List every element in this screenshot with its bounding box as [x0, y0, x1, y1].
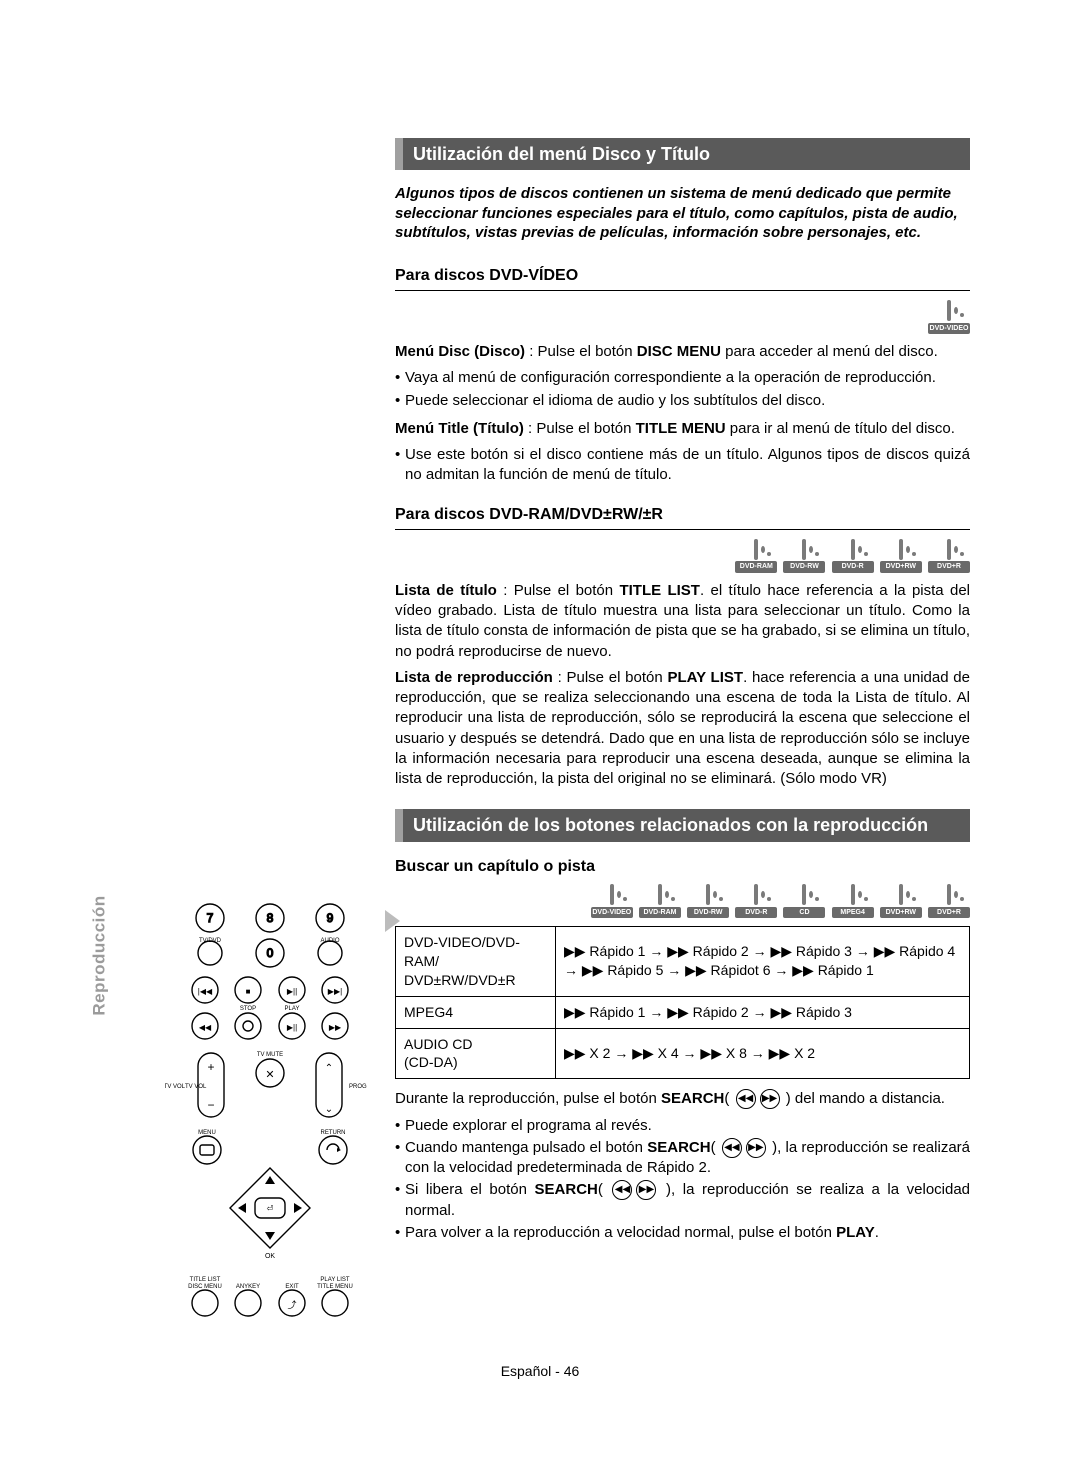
svg-text:▶▶: ▶▶: [329, 1023, 342, 1032]
svg-text:⏎: ⏎: [267, 1204, 274, 1213]
disc-badge: DVD-RW: [687, 885, 729, 918]
subheading-search: Buscar un capítulo o pista: [395, 856, 970, 882]
svg-text:DISC MENU: DISC MENU: [188, 1284, 222, 1290]
pointer-triangle-icon: [385, 910, 400, 932]
bullet: Para volver a la reproducción a velocida…: [395, 1223, 970, 1243]
main-column: Utilización del menú Disco y Título Algu…: [395, 138, 970, 1245]
svg-text:PROG: PROG: [349, 1084, 367, 1090]
svg-text:ANYKEY: ANYKEY: [236, 1284, 260, 1290]
svg-text:TV MUTE: TV MUTE: [257, 1052, 283, 1058]
lista-repro-para: Lista de reproducción : Pulse el botón P…: [395, 668, 970, 790]
page-footer: Español - 46: [0, 1362, 1080, 1381]
disc-badges-2: DVD-RAM DVD-RW DVD-R DVD+RW DVD+R: [395, 540, 970, 573]
disc-badge: DVD+R: [928, 540, 970, 573]
svg-text:0: 0: [267, 946, 274, 960]
bullet: Puede explorar el programa al revés.: [395, 1116, 970, 1136]
svg-text:TITLE LIST: TITLE LIST: [190, 1277, 221, 1283]
bullet: Vaya al menú de configuración correspond…: [395, 368, 970, 388]
svg-text:■: ■: [246, 987, 251, 996]
svg-text:EXIT: EXIT: [285, 1284, 299, 1290]
heading-bar: [395, 138, 403, 170]
side-tab-label: Reproducción: [89, 895, 112, 1015]
svg-text:+: +: [207, 1060, 214, 1074]
disc-badges-1: DVD-VIDEO: [395, 301, 970, 334]
table-cell: ▶▶ X 2 → ▶▶ X 4 → ▶▶ X 8 → ▶▶ X 2: [556, 1028, 970, 1079]
bullet: Si libera el botón SEARCH( ◀◀▶▶ ), la re…: [395, 1180, 970, 1221]
heading-text: Utilización del menú Disco y Título: [403, 138, 720, 170]
svg-text:✕: ✕: [265, 1069, 274, 1081]
remote-diagram: 7 8 9 0 TV/DVD AUDIO |◀◀ ■ ▶|| ▶▶| STOP …: [165, 898, 375, 1328]
svg-text:◀◀: ◀◀: [199, 1023, 212, 1032]
svg-text:PLAY LIST: PLAY LIST: [320, 1277, 349, 1283]
svg-text:AUDIO: AUDIO: [320, 938, 339, 944]
disc-badge: DVD-R: [832, 540, 874, 573]
search-buttons-icon: ◀◀▶▶: [736, 1089, 780, 1109]
lista-titulo-para: Lista de título : Pulse el botón TITLE L…: [395, 581, 970, 662]
table-cell: ▶▶ Rápido 1 → ▶▶ Rápido 2 → ▶▶ Rápido 3 …: [556, 926, 970, 996]
disc-badges-3: DVD-VIDEO DVD-RAM DVD-RW DVD-R CD MPEG4 …: [395, 885, 970, 918]
svg-text:MENU: MENU: [198, 1130, 216, 1136]
svg-text:⌃: ⌃: [325, 1063, 333, 1074]
svg-text:TV/DVD: TV/DVD: [199, 938, 222, 944]
disc-badge: DVD-VIDEO: [928, 301, 970, 334]
svg-text:9: 9: [327, 911, 334, 925]
disc-menu-para: Menú Disc (Disco) : Pulse el botón DISC …: [395, 342, 970, 362]
section-intro: Algunos tipos de discos contienen un sis…: [395, 184, 970, 243]
disc-badge: DVD-RW: [783, 540, 825, 573]
search-buttons-icon: ◀◀▶▶: [722, 1138, 766, 1158]
disc-badge: DVD+RW: [880, 540, 922, 573]
svg-text:8: 8: [267, 911, 274, 925]
table-cell: MPEG4: [396, 996, 556, 1028]
svg-text:RETURN: RETURN: [321, 1130, 346, 1136]
disc-badge: DVD-RAM: [735, 540, 777, 573]
disc-badge: DVD-RAM: [639, 885, 681, 918]
table-cell: AUDIO CD (CD-DA): [396, 1028, 556, 1079]
subheading-dvd-video: Para discos DVD-VÍDEO: [395, 265, 970, 292]
disc-badge: CD: [783, 885, 825, 918]
svg-text:OK: OK: [265, 1253, 275, 1260]
disc-badge: DVD+R: [928, 885, 970, 918]
bullet: Puede seleccionar el idioma de audio y l…: [395, 391, 970, 411]
bullet: Cuando mantenga pulsado el botón SEARCH(…: [395, 1138, 970, 1179]
svg-text:TV VOL: TV VOL: [165, 1084, 186, 1090]
disc-badge: DVD-VIDEO: [591, 885, 633, 918]
svg-text:STOP: STOP: [240, 1006, 256, 1012]
svg-text:PLAY: PLAY: [285, 1006, 300, 1012]
svg-text:TITLE MENU: TITLE MENU: [317, 1284, 353, 1290]
side-tab: Reproducción: [85, 890, 115, 1020]
disc-badge: MPEG4: [832, 885, 874, 918]
svg-text:▶▶|: ▶▶|: [328, 987, 342, 996]
table-cell: ▶▶ Rápido 1 → ▶▶ Rápido 2 → ▶▶ Rápido 3: [556, 996, 970, 1028]
search-para: Durante la reproducción, pulse el botón …: [395, 1089, 970, 1109]
svg-text:TV VOL: TV VOL: [185, 1084, 207, 1090]
title-menu-para: Menú Title (Título) : Pulse el botón TIT…: [395, 419, 970, 439]
search-buttons-icon: ◀◀▶▶: [612, 1180, 656, 1200]
heading-bar: [395, 809, 403, 841]
table-cell: DVD-VIDEO/DVD-RAM/ DVD±RW/DVD±R: [396, 926, 556, 996]
bullet: Use este botón si el disco contiene más …: [395, 445, 970, 486]
disc-badge: DVD+RW: [880, 885, 922, 918]
disc-badge: DVD-R: [735, 885, 777, 918]
table-row: MPEG4 ▶▶ Rápido 1 → ▶▶ Rápido 2 → ▶▶ Ráp…: [396, 996, 970, 1028]
svg-text:|◀◀: |◀◀: [198, 987, 213, 996]
section-heading-2: Utilización de los botones relacionados …: [395, 809, 970, 841]
svg-text:⌄: ⌄: [325, 1104, 333, 1115]
svg-text:−: −: [207, 1098, 214, 1112]
heading-text: Utilización de los botones relacionados …: [403, 809, 938, 841]
subheading-dvd-ram: Para discos DVD-RAM/DVD±RW/±R: [395, 504, 970, 531]
svg-text:▶||: ▶||: [287, 987, 297, 996]
section-heading-1: Utilización del menú Disco y Título: [395, 138, 970, 170]
svg-text:7: 7: [207, 911, 214, 925]
svg-text:⤴: ⤴: [287, 1299, 296, 1310]
speed-table: DVD-VIDEO/DVD-RAM/ DVD±RW/DVD±R ▶▶ Rápid…: [395, 926, 970, 1079]
table-row: AUDIO CD (CD-DA) ▶▶ X 2 → ▶▶ X 4 → ▶▶ X …: [396, 1028, 970, 1079]
table-row: DVD-VIDEO/DVD-RAM/ DVD±RW/DVD±R ▶▶ Rápid…: [396, 926, 970, 996]
svg-text:▶||: ▶||: [287, 1023, 297, 1032]
page: Reproducción Utilización del menú Disco …: [0, 0, 1080, 1461]
